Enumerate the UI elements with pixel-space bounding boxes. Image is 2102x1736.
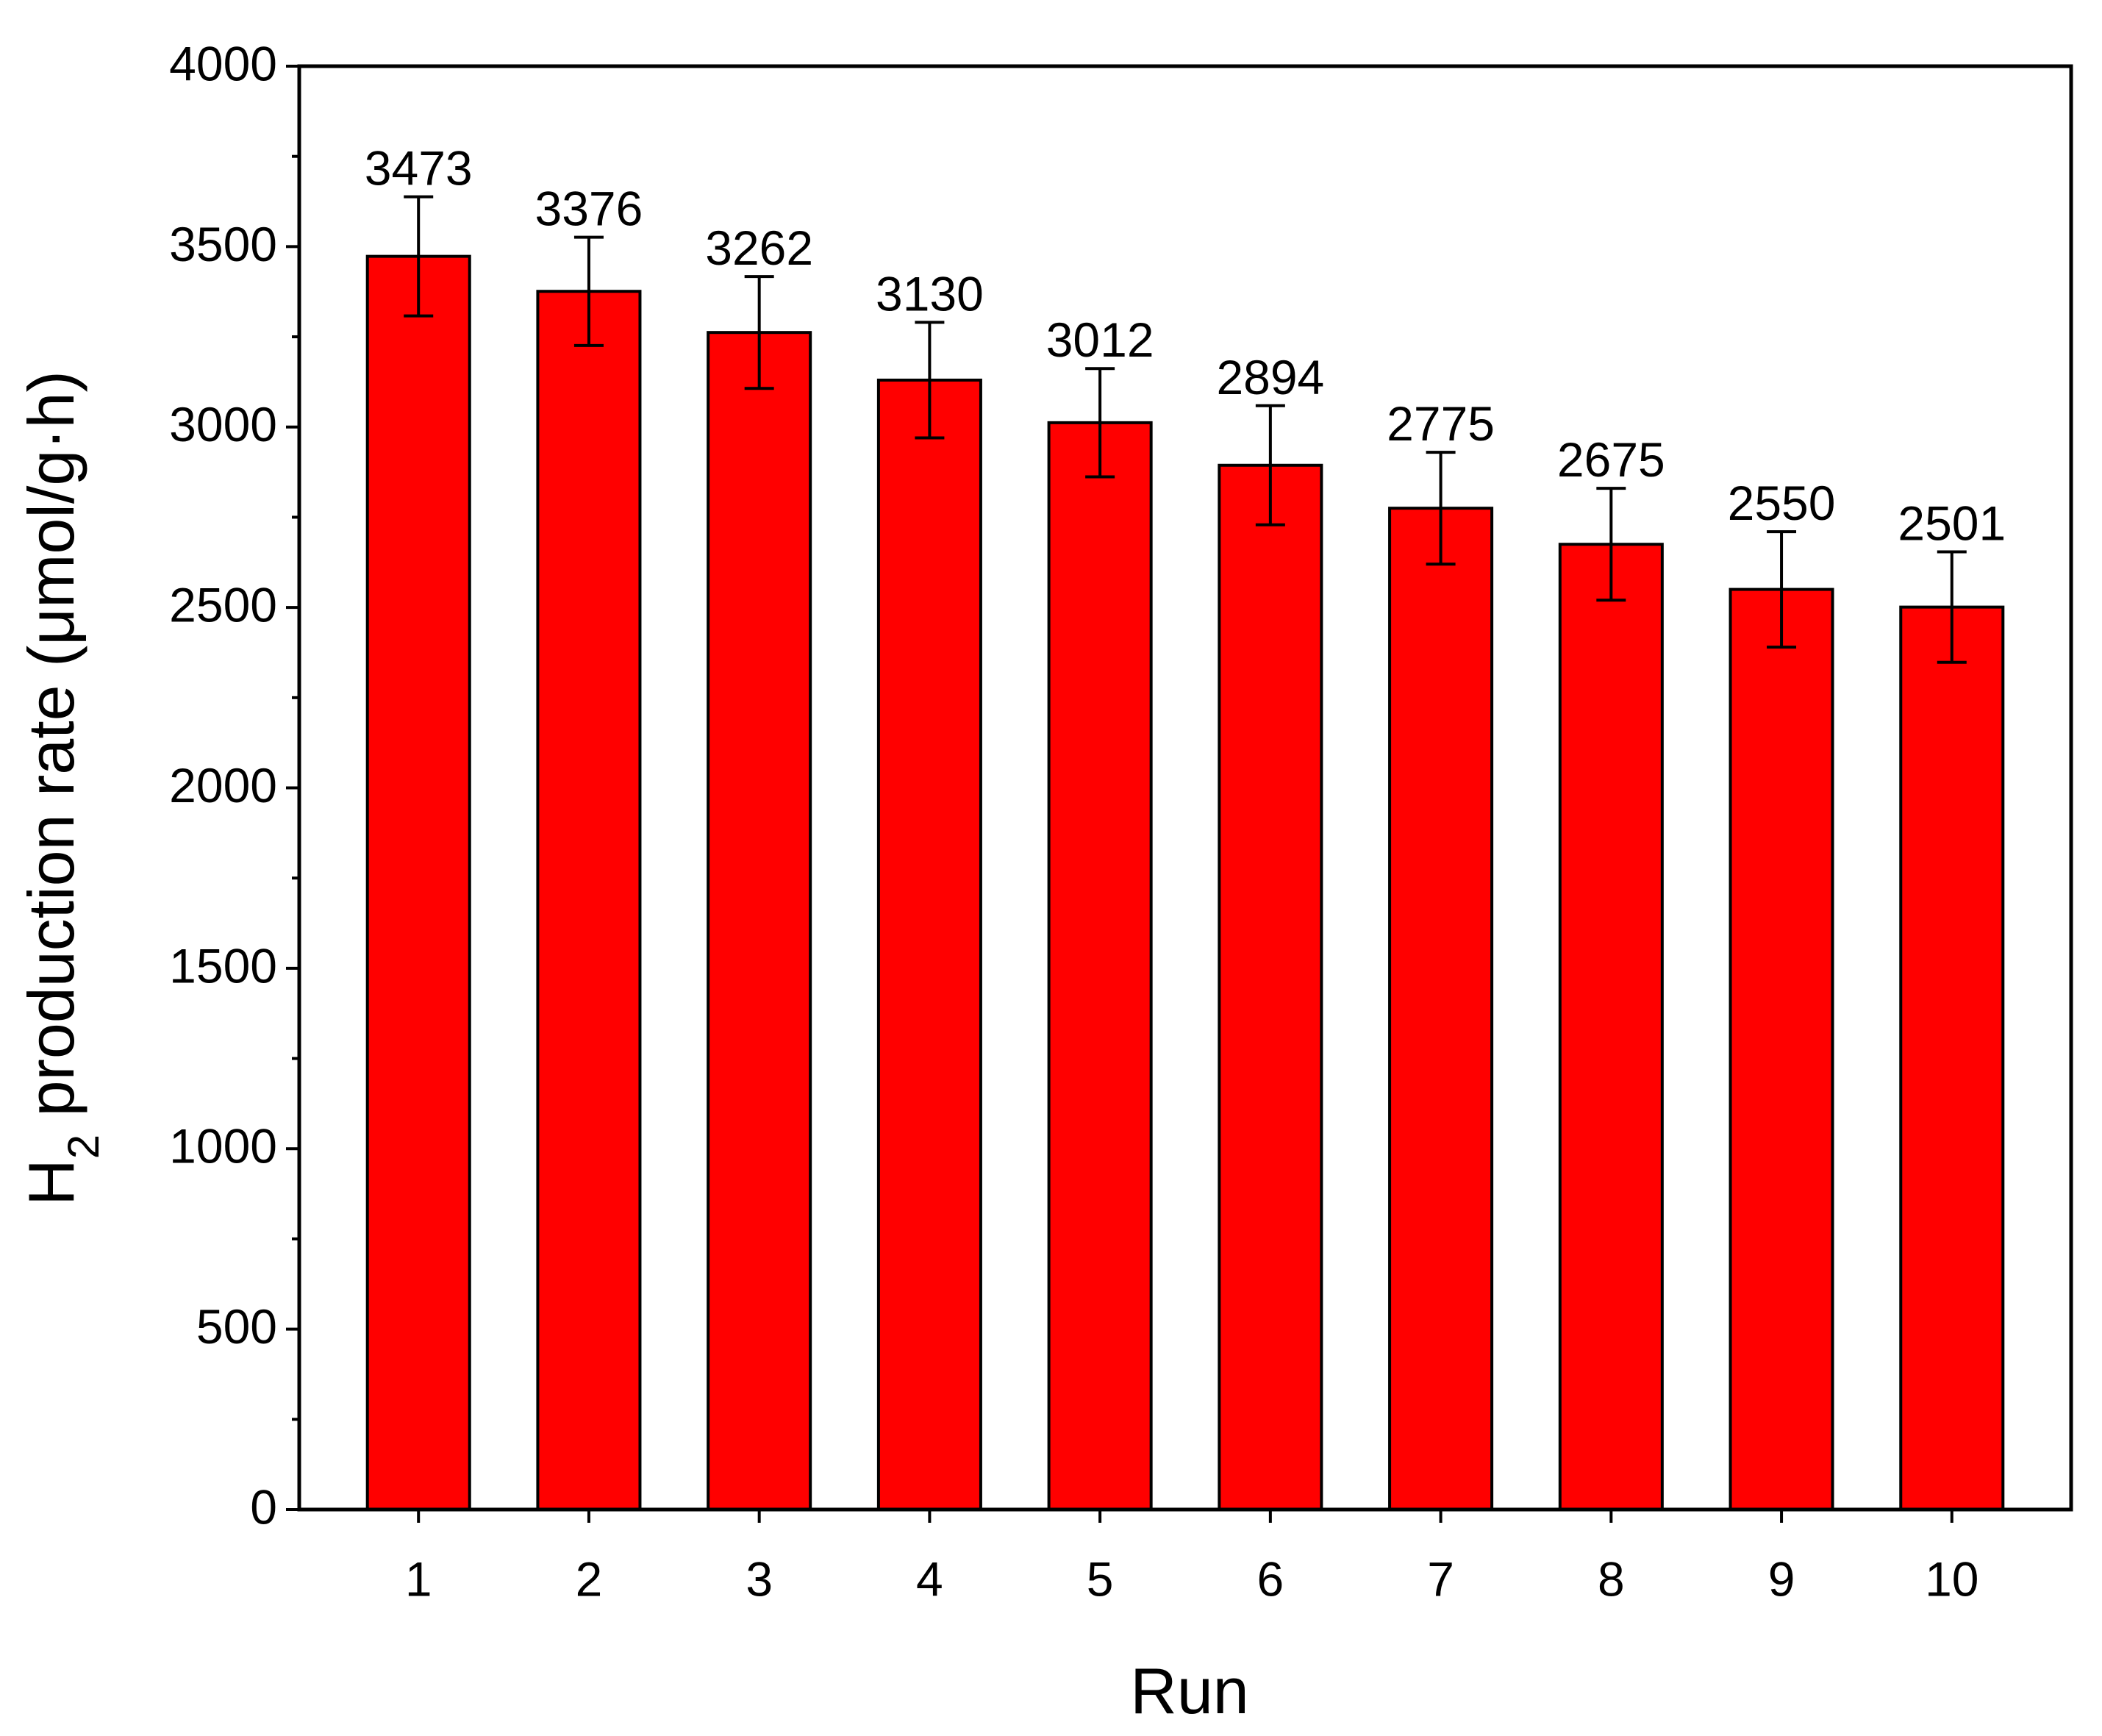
value-label: 2675 bbox=[1557, 432, 1665, 487]
value-label: 2550 bbox=[1728, 476, 1836, 530]
x-axis-title: Run bbox=[1130, 1654, 1248, 1727]
y-axis-title-main: H bbox=[15, 1159, 87, 1206]
y-tick-label: 3000 bbox=[169, 397, 277, 451]
value-label: 2894 bbox=[1216, 350, 1324, 404]
y-tick-label: 1000 bbox=[169, 1119, 277, 1174]
x-tick-label: 8 bbox=[1598, 1551, 1625, 1606]
bar bbox=[1729, 587, 1834, 1511]
bar bbox=[1558, 543, 1664, 1511]
bar bbox=[1218, 463, 1323, 1511]
value-label: 3012 bbox=[1046, 312, 1154, 367]
bar bbox=[365, 254, 471, 1511]
y-axis-title-subscript: 2 bbox=[59, 1135, 108, 1159]
y-tick-label: 3500 bbox=[169, 217, 277, 271]
bar bbox=[536, 290, 642, 1511]
value-label: 2775 bbox=[1387, 396, 1495, 451]
bar bbox=[876, 378, 982, 1511]
y-tick-label: 2000 bbox=[169, 758, 277, 812]
x-tick-label: 7 bbox=[1427, 1551, 1454, 1606]
plot-frame bbox=[297, 64, 2073, 1512]
bar bbox=[1899, 605, 2005, 1511]
bar bbox=[1047, 421, 1153, 1512]
y-tick-label: 2500 bbox=[169, 578, 277, 632]
x-tick-label: 4 bbox=[916, 1551, 943, 1606]
bar bbox=[1388, 507, 1494, 1512]
x-tick-label: 2 bbox=[576, 1551, 603, 1606]
x-tick-label: 1 bbox=[405, 1551, 432, 1606]
y-tick-label: 0 bbox=[250, 1479, 277, 1534]
value-label: 3473 bbox=[365, 141, 473, 196]
value-label: 3130 bbox=[876, 266, 984, 321]
x-tick-label: 10 bbox=[1925, 1551, 1978, 1606]
value-label: 3262 bbox=[705, 221, 813, 275]
y-tick-label: 500 bbox=[196, 1299, 277, 1354]
x-tick-label: 6 bbox=[1257, 1551, 1284, 1606]
x-tick-label: 9 bbox=[1768, 1551, 1795, 1606]
y-tick-label: 1500 bbox=[169, 938, 277, 993]
y-axis-title-rest: production rate (μmol/g·h) bbox=[15, 371, 87, 1135]
value-label: 2501 bbox=[1898, 496, 2006, 551]
y-axis-title: H2 production rate (μmol/g·h) bbox=[15, 371, 108, 1206]
y-tick-label: 4000 bbox=[169, 36, 277, 90]
bar bbox=[707, 331, 812, 1512]
x-tick-label: 5 bbox=[1087, 1551, 1114, 1606]
value-label: 3376 bbox=[535, 182, 643, 236]
x-tick-label: 3 bbox=[746, 1551, 773, 1606]
